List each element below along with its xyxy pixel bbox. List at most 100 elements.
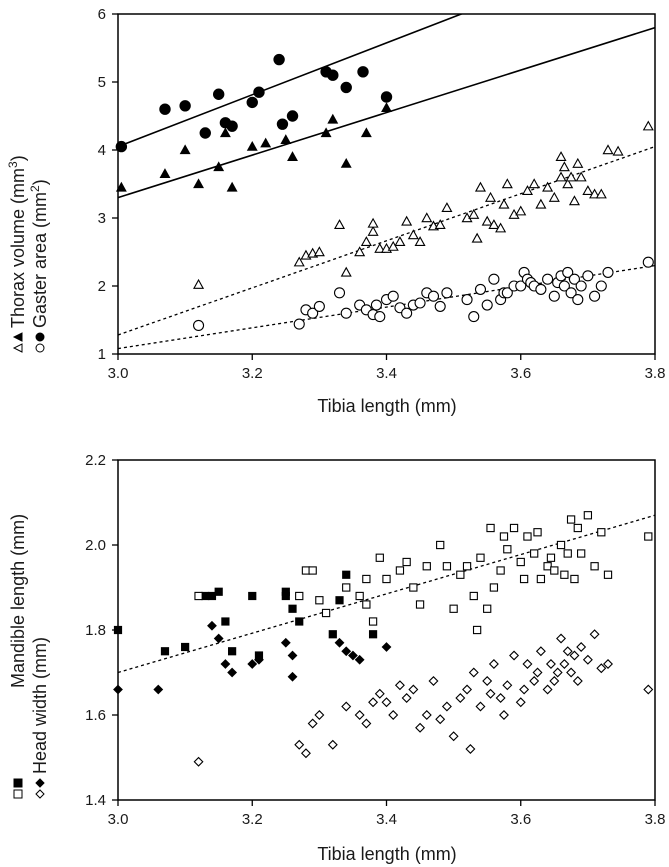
square-open-point xyxy=(422,562,431,571)
legend-triangle-filled xyxy=(12,332,23,342)
triangle-open-point xyxy=(555,151,567,162)
y-tick-label: 1.8 xyxy=(85,622,106,639)
square-open-point xyxy=(436,540,445,550)
diamond-open-point xyxy=(307,718,318,729)
triangle-open-point xyxy=(367,217,379,228)
circle-open-point xyxy=(427,290,440,302)
square-open-point xyxy=(409,583,418,592)
square-filled-point xyxy=(281,591,290,601)
triangle-open-point xyxy=(562,178,574,189)
square-open-point xyxy=(509,523,519,533)
circle-open-point xyxy=(461,294,473,306)
triangle-filled-point xyxy=(260,137,272,148)
square-filled-point xyxy=(160,647,170,656)
mandible-head-chart: 3.0 3.2 3.4 3.6 3.8 1.4 1.6 1.8 2.0 2.2 Tibia le… xyxy=(8,452,665,864)
circle-filled-point xyxy=(159,103,171,115)
diamond-open-point xyxy=(465,744,476,754)
diamond-open-point xyxy=(562,646,573,657)
data-points xyxy=(115,53,654,331)
square-filled-point xyxy=(368,630,378,639)
diamond-open-point xyxy=(408,684,419,695)
triangle-filled-point xyxy=(287,151,298,161)
diamond-open-point xyxy=(314,710,325,720)
diamond-filled-point xyxy=(227,667,238,678)
diamond-filled-point xyxy=(287,671,298,682)
diamond-filled-point xyxy=(381,642,392,652)
x-tick-label: 3.6 xyxy=(510,811,531,828)
square-open-point xyxy=(194,591,203,601)
triangle-open-point xyxy=(293,256,305,267)
triangle-open-point xyxy=(414,236,426,247)
square-open-point xyxy=(375,553,384,562)
triangle-open-point xyxy=(374,242,386,253)
circle-filled-point xyxy=(226,120,238,132)
triangle-open-point xyxy=(612,145,624,156)
square-open-point xyxy=(415,600,425,609)
triangle-open-point xyxy=(407,229,419,240)
legend-circle-open xyxy=(35,343,45,353)
square-open-point xyxy=(570,574,579,584)
x-tick-label: 3.4 xyxy=(376,365,397,382)
triangle-filled-point xyxy=(213,161,225,172)
triangle-open-point xyxy=(542,181,554,192)
circle-open-point xyxy=(468,311,480,323)
y-tick-label: 2.2 xyxy=(85,452,106,469)
circle-open-point xyxy=(565,287,577,299)
triangle-open-point xyxy=(471,232,483,243)
diamond-filled-point xyxy=(220,659,231,669)
diamond-filled-point xyxy=(334,637,345,648)
triangle-filled-point xyxy=(219,127,231,138)
circle-filled-point xyxy=(199,127,211,139)
triangle-open-point xyxy=(340,266,352,277)
square-open-point xyxy=(295,591,304,601)
circle-filled-point xyxy=(115,140,128,153)
diamond-open-point xyxy=(495,693,506,703)
triangle-filled-point xyxy=(115,181,127,192)
square-open-point xyxy=(496,566,505,575)
triangle-open-point xyxy=(360,236,372,247)
circle-open-point xyxy=(401,307,413,319)
diamond-open-point xyxy=(482,676,493,686)
diamond-open-point xyxy=(572,676,583,686)
square-open-point xyxy=(516,557,525,567)
y-tick-label: 3 xyxy=(98,210,106,227)
square-open-point xyxy=(573,523,582,533)
triangle-open-point xyxy=(565,171,577,182)
circle-open-point xyxy=(307,307,319,319)
square-open-point xyxy=(560,570,569,579)
circle-filled-point xyxy=(253,86,265,98)
diamond-filled-point xyxy=(341,646,352,657)
diamond-filled-point xyxy=(254,654,264,665)
diamond-open-point xyxy=(401,693,412,703)
square-open-point xyxy=(472,625,482,635)
triangle-open-point xyxy=(394,236,406,247)
triangle-open-point xyxy=(521,185,533,196)
diamond-open-point xyxy=(381,697,392,708)
triangle-open-point xyxy=(548,191,560,202)
triangle-open-point xyxy=(468,208,480,219)
circle-filled-point xyxy=(327,69,339,81)
x-tick-label: 3.2 xyxy=(242,811,263,828)
legend-circle-filled xyxy=(35,332,45,342)
y-axis-label-mandible: Mandible length (mm) xyxy=(8,514,28,688)
triangle-open-point xyxy=(401,215,413,226)
diamond-open-point xyxy=(475,701,486,712)
circle-filled-point xyxy=(357,66,369,78)
square-open-point xyxy=(483,604,492,613)
square-open-point xyxy=(476,553,485,562)
y-tick-label: 2.0 xyxy=(85,537,106,554)
diamond-open-point xyxy=(294,739,305,750)
diamond-open-point xyxy=(603,659,613,669)
legend-triangle-open xyxy=(12,343,23,353)
square-open-point xyxy=(533,528,542,537)
circle-filled-point xyxy=(276,118,289,130)
diamond-open-point xyxy=(559,659,570,669)
diamond-open-point xyxy=(509,650,520,661)
y-axis-legend-markers-line1 xyxy=(13,778,23,799)
square-open-point xyxy=(583,511,593,520)
diamond-open-point xyxy=(502,680,513,691)
circle-filled-point xyxy=(212,88,225,100)
square-open-point xyxy=(503,545,512,554)
diamond-open-point xyxy=(576,642,587,652)
